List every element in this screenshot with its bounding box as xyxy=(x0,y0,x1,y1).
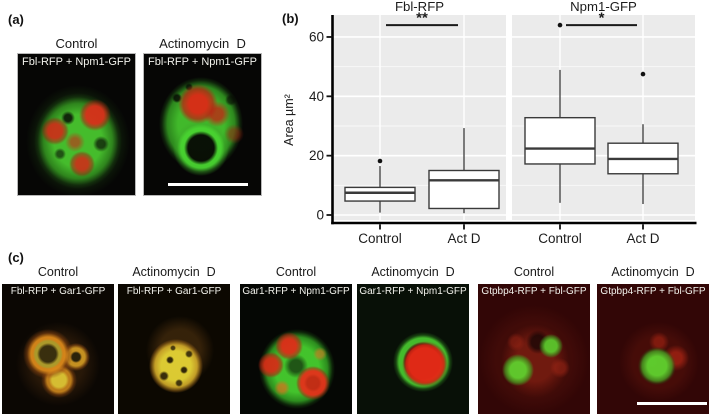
y-tick-label: 0 xyxy=(316,208,324,223)
panel-c-title: Actinomycin D xyxy=(611,265,695,279)
micrograph-c2-actd: Gar1-RFP + Npm1-GFP xyxy=(357,284,469,414)
panel-a-title-control: Control xyxy=(55,36,98,51)
panel-b-label: (b) xyxy=(282,11,299,26)
micrograph-label: Fbl-RFP + Gar1-GFP xyxy=(10,286,106,297)
y-axis-title: Area µm² xyxy=(282,94,296,146)
panel-c-title: Control xyxy=(513,265,555,279)
panel-a-title-actd: Actinomycin D xyxy=(159,36,246,51)
micrograph-label: Fbl-RFP + Gar1-GFP xyxy=(126,286,222,297)
micrograph-label: Gar1-RFP + Npm1-GFP xyxy=(359,286,467,297)
panel-c-label: (c) xyxy=(8,250,24,265)
y-tick-label: 20 xyxy=(309,148,324,163)
micrograph-label: Gtpbp4-RFP + Fbl-GFP xyxy=(600,286,706,297)
micrograph-c2-control: Gar1-RFP + Npm1-GFP xyxy=(240,284,352,414)
micrograph-label: Gar1-RFP + Npm1-GFP xyxy=(242,286,350,297)
panel-c-title: Actinomycin D xyxy=(132,265,216,279)
y-tick-label: 40 xyxy=(309,89,324,104)
significance-stars: * xyxy=(599,10,605,27)
panel-c-title: Control xyxy=(275,265,317,279)
micrograph-label: Fbl-RFP + Npm1-GFP xyxy=(148,56,257,68)
significance-stars: ** xyxy=(416,10,428,27)
outlier-point xyxy=(377,158,383,164)
x-tick-label: Act D xyxy=(626,231,659,246)
micrograph-a-control: Fbl-RFP + Npm1-GFP xyxy=(17,53,136,196)
x-tick-label: Control xyxy=(358,231,402,246)
facet-title: Fbl-RFP xyxy=(395,0,444,14)
scale-bar xyxy=(168,183,248,186)
micrograph-a-actd: Fbl-RFP + Npm1-GFP xyxy=(143,53,262,196)
panel-a-label: (a) xyxy=(8,12,24,27)
box xyxy=(344,186,416,202)
outlier-point xyxy=(557,22,563,28)
scale-bar xyxy=(637,402,707,405)
micrograph-label: Fbl-RFP + Npm1-GFP xyxy=(22,56,131,68)
panel-c-title: Actinomycin D xyxy=(371,265,455,279)
micrograph-c1-actd: Fbl-RFP + Gar1-GFP xyxy=(118,284,230,414)
facet-title: Npm1-GFP xyxy=(570,0,637,14)
boxplot-chart: **Fbl-RFP *Npm1-GFP 0 20 40 60 Control Act D Con… xyxy=(282,0,697,246)
box xyxy=(524,116,596,165)
outlier-point xyxy=(640,71,646,77)
box xyxy=(428,169,500,210)
micrograph-c3-actd: Gtpbp4-RFP + Fbl-GFP xyxy=(597,284,709,414)
x-tick-label: Act D xyxy=(447,231,480,246)
micrograph-label: Gtpbp4-RFP + Fbl-GFP xyxy=(481,286,587,297)
micrograph-c1-control: Fbl-RFP + Gar1-GFP xyxy=(2,284,114,414)
x-tick-label: Control xyxy=(538,231,582,246)
micrograph-c3-control: Gtpbp4-RFP + Fbl-GFP xyxy=(478,284,590,414)
panel-c-title: Control xyxy=(37,265,79,279)
y-tick-label: 60 xyxy=(309,29,324,44)
